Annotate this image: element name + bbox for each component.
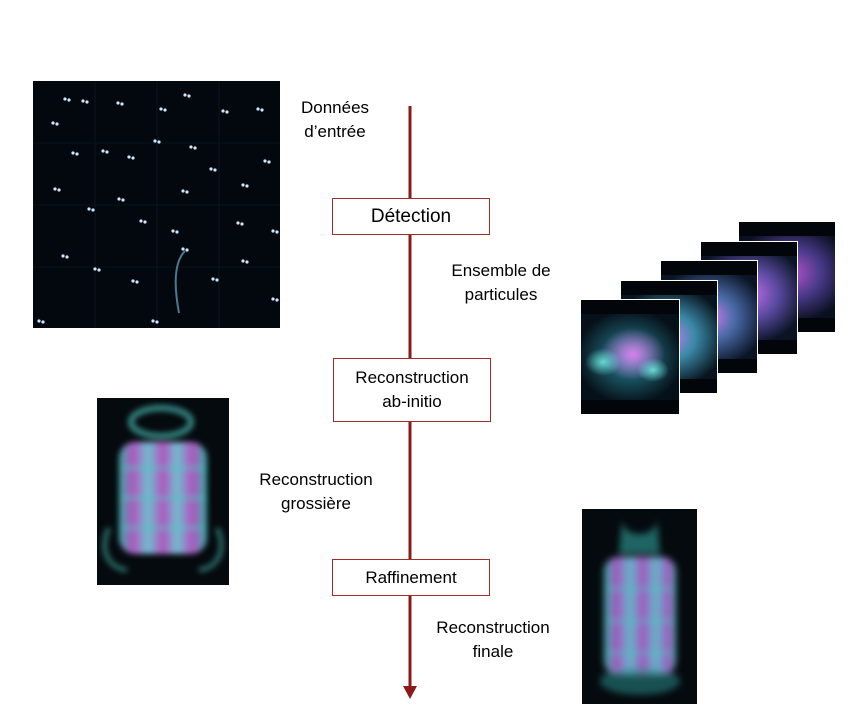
coarse-volume-image	[97, 398, 229, 585]
particle-dot	[271, 229, 275, 233]
particle-dot	[181, 189, 185, 193]
detection-step-box: Détection	[332, 198, 490, 235]
particle-dot	[245, 260, 249, 264]
particle-dot	[139, 219, 143, 223]
particle-dot	[57, 188, 61, 192]
particle-dot	[97, 268, 101, 272]
particle-dot	[241, 183, 245, 187]
particle-dot	[65, 255, 69, 259]
particle-dot	[81, 99, 85, 103]
particle-dot	[67, 98, 71, 102]
particle-dot	[157, 140, 161, 144]
particle-dot	[131, 279, 135, 283]
particle-dot	[256, 107, 260, 111]
particle-dot	[127, 155, 131, 159]
particle-dot	[215, 278, 219, 282]
detection-step-label: Détection	[370, 205, 452, 227]
particle-dot	[213, 168, 217, 172]
ab-initio-step-label-line1: Reconstruction	[355, 368, 469, 387]
final-reconstruction-label: Reconstruction finale	[436, 618, 550, 661]
particle-dot	[185, 190, 189, 194]
particle-dot	[41, 320, 45, 324]
particle-dot	[267, 160, 271, 164]
particle-dot	[71, 151, 75, 155]
particle-dot	[193, 146, 197, 150]
ab-initio-step-label-line2: ab-initio	[382, 392, 442, 411]
particle-dot	[37, 319, 41, 323]
particle-dot	[135, 280, 139, 284]
particle-dot	[155, 320, 159, 324]
particle-dot	[209, 167, 213, 171]
particle-dot	[87, 207, 91, 211]
particle-dot	[189, 145, 193, 149]
particle-dot	[236, 221, 240, 225]
particle-dot	[51, 121, 55, 125]
particle-dot	[171, 229, 175, 233]
particle-dot	[185, 248, 189, 252]
particle-dot	[159, 107, 163, 111]
particle-dot	[101, 149, 105, 153]
micrograph-image	[33, 81, 280, 328]
particle-dot	[181, 247, 185, 251]
input-data-label: Données d’entrée	[300, 98, 370, 141]
particle-dot	[187, 94, 191, 98]
particle-dot	[245, 184, 249, 188]
particle-dot	[131, 156, 135, 160]
particle-dot	[163, 108, 167, 112]
particle-dot	[53, 187, 57, 191]
particle-dot	[117, 197, 121, 201]
particle-dot	[105, 150, 109, 154]
particle-dot	[260, 108, 264, 112]
particle-dot	[225, 110, 229, 114]
particle-dot	[116, 101, 120, 105]
particle-stack-image	[580, 220, 838, 415]
refinement-step-box: Raffinement	[332, 559, 490, 596]
coarse-reconstruction-label: Reconstruction grossière	[259, 470, 373, 513]
particle-dot	[61, 254, 65, 258]
ab-initio-step-box: Reconstruction ab-initio	[333, 358, 491, 422]
particle-dot	[85, 100, 89, 104]
particle-dot	[143, 220, 147, 224]
particle-dot	[153, 139, 157, 143]
final-volume-image	[582, 509, 697, 704]
particle-set-label: Ensemble de particules	[451, 261, 551, 304]
particle-frame-front	[580, 299, 680, 415]
particle-dot	[240, 222, 244, 226]
particle-dot	[241, 259, 245, 263]
particle-dot	[275, 298, 279, 302]
particle-dot	[121, 198, 125, 202]
particle-dot	[271, 297, 275, 301]
particle-dot	[63, 97, 67, 101]
refinement-step-label: Raffinement	[365, 567, 457, 587]
particle-dot	[175, 230, 179, 234]
particle-dot	[93, 267, 97, 271]
particle-dot	[120, 102, 124, 106]
particle-dot	[55, 122, 59, 126]
particle-dot	[151, 319, 155, 323]
particle-dot	[275, 230, 279, 234]
particle-dot	[91, 208, 95, 212]
particle-dot	[263, 159, 267, 163]
particle-dot	[75, 152, 79, 156]
particle-dot	[221, 109, 225, 113]
particle-dot	[211, 277, 215, 281]
particle-dot	[183, 93, 187, 97]
